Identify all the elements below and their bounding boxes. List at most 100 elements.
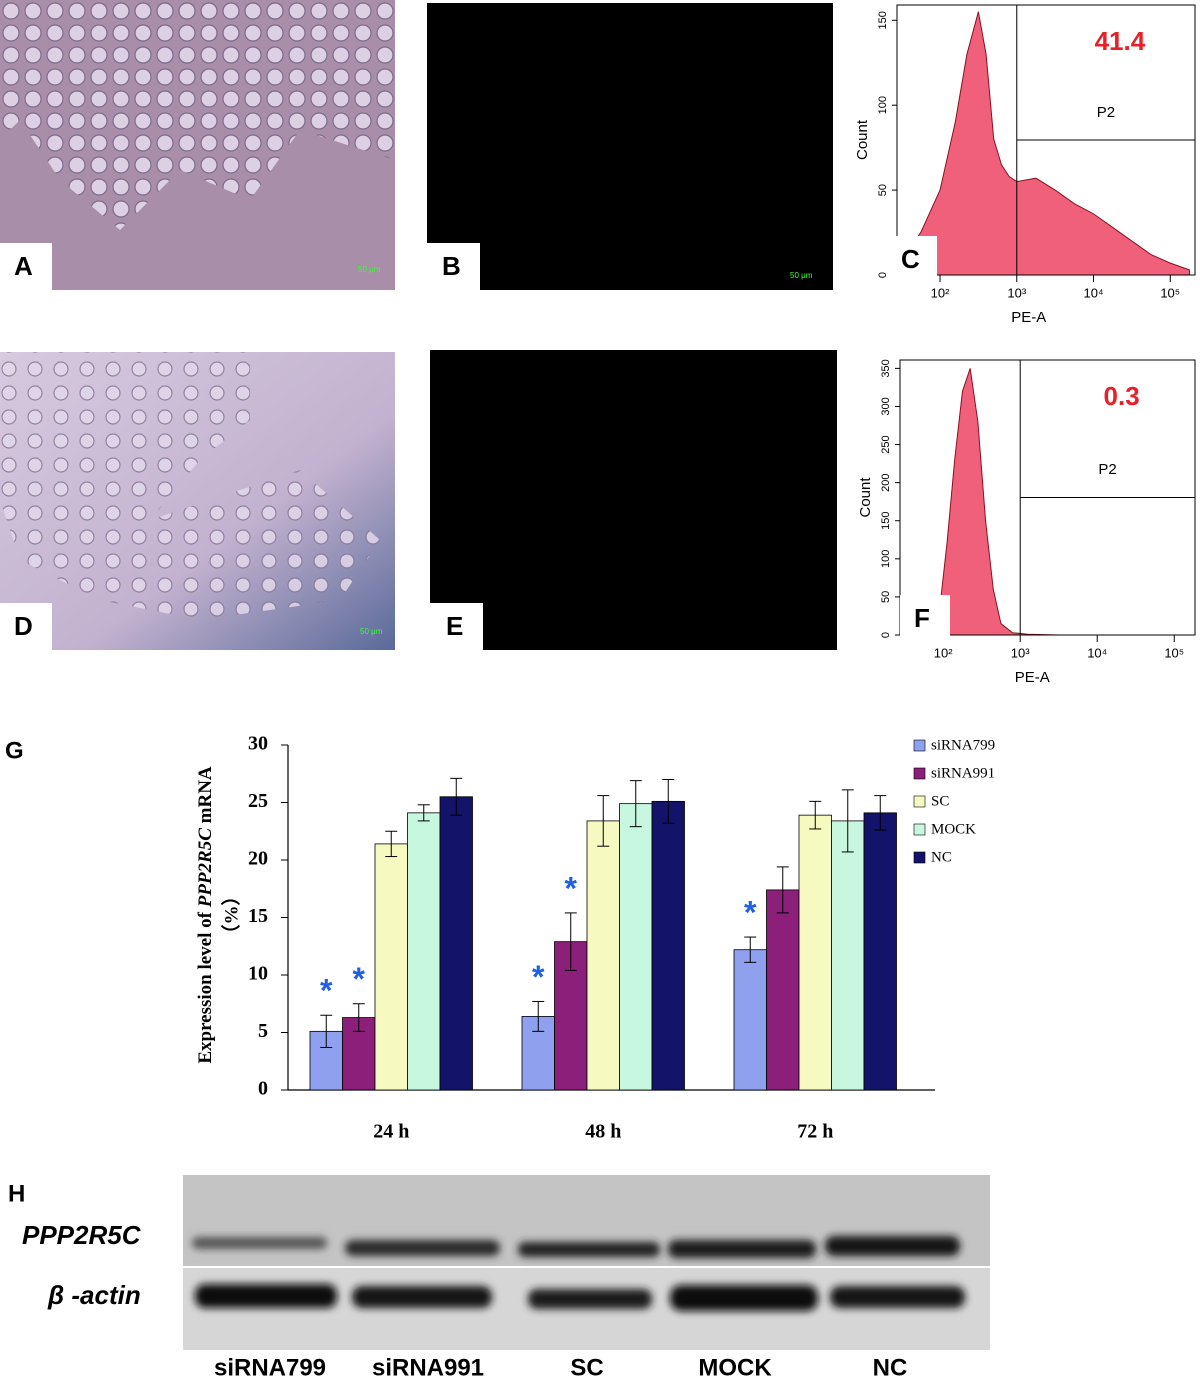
- y-tick-label: 20: [248, 848, 268, 870]
- panel-label-box: [427, 243, 480, 290]
- panel-label-box: [430, 603, 483, 650]
- scale-bar-label: 50 μm: [790, 271, 813, 280]
- y-axis-label: Count: [854, 119, 871, 160]
- bar: [766, 889, 800, 1091]
- y-tick-label: 5: [258, 1020, 268, 1042]
- y-tick-label: 100: [880, 550, 892, 568]
- y-axis-label: Count: [857, 477, 874, 518]
- panel-label-box: [900, 595, 950, 645]
- y-tick-label: 150: [880, 512, 892, 530]
- legend-swatch: [913, 795, 926, 808]
- x-tick-label: 10²: [931, 285, 950, 300]
- legend-label: NC: [931, 849, 952, 865]
- bar: [374, 843, 408, 1091]
- band: [195, 1284, 337, 1308]
- cell-cluster: [0, 352, 380, 620]
- fluorescence-image: [430, 350, 837, 650]
- histogram-area: [901, 11, 1190, 276]
- band: [345, 1240, 500, 1256]
- lane-label: MOCK: [698, 1354, 772, 1381]
- panel-label: H: [8, 1180, 25, 1207]
- y-tick-label: 50: [877, 184, 889, 196]
- panel-label: A: [14, 251, 33, 281]
- blot-bands: [192, 1236, 965, 1311]
- significance-marker: *: [353, 961, 366, 997]
- gate-name: P2: [1097, 104, 1115, 121]
- legend-swatch: [913, 739, 926, 752]
- bar: [619, 803, 653, 1091]
- y-axis-label: （%）: [219, 886, 242, 943]
- lane-label: SC: [570, 1354, 603, 1381]
- legend-label: SC: [931, 793, 949, 809]
- band: [192, 1237, 327, 1249]
- band: [528, 1289, 652, 1309]
- x-tick-label: 10⁴: [1087, 645, 1107, 660]
- lane-label: NC: [873, 1354, 908, 1381]
- x-tick-label: 10⁴: [1084, 285, 1104, 300]
- band: [670, 1285, 818, 1311]
- y-axis-label: Expression level of PPP2R5C mRNA: [195, 766, 216, 1064]
- blot-row-label: β -actin: [47, 1280, 141, 1310]
- legend-swatch: [913, 823, 926, 836]
- x-tick-label: 10⁵: [1160, 285, 1180, 300]
- panel-label-box: [0, 603, 52, 650]
- lane-label: siRNA799: [214, 1354, 326, 1381]
- x-tick-label: 10³: [1007, 285, 1026, 300]
- panel-label-box: [887, 236, 937, 286]
- scale-bar-label: 50 μm: [360, 627, 383, 636]
- y-tick-label: 0: [258, 1078, 268, 1100]
- panel-label: B: [442, 251, 461, 281]
- lane-label: siRNA991: [372, 1354, 484, 1381]
- y-tick-label: 250: [880, 435, 892, 453]
- band: [352, 1286, 492, 1308]
- bar: [407, 812, 441, 1091]
- band: [825, 1236, 960, 1256]
- gate-percent: 0.3: [1104, 381, 1140, 411]
- gate-percent: 41.4: [1095, 26, 1146, 56]
- x-axis-label: PE-A: [1015, 669, 1050, 686]
- gate-name: P2: [1098, 461, 1116, 478]
- histogram-area: [931, 368, 1059, 636]
- y-tick-label: 15: [248, 905, 268, 927]
- x-tick-label: 24 h: [373, 1121, 409, 1143]
- significance-marker: *: [320, 973, 333, 1009]
- y-tick-label: 150: [877, 11, 889, 29]
- y-tick-label: 100: [877, 96, 889, 114]
- bar: [733, 949, 767, 1091]
- significance-marker: *: [744, 895, 757, 931]
- legend-swatch: [913, 851, 926, 864]
- y-tick-label: 350: [880, 359, 892, 377]
- bar: [586, 820, 620, 1091]
- x-tick-label: 10³: [1011, 645, 1030, 660]
- fluorescence-image: [427, 3, 833, 290]
- y-tick-label: 300: [880, 397, 892, 415]
- blot-row-label: PPP2R5C: [22, 1220, 142, 1250]
- y-tick-label: 0: [877, 272, 889, 278]
- bar: [651, 800, 685, 1091]
- y-axis-label-part: mRNA: [195, 766, 216, 828]
- y-tick-label: 10: [248, 963, 268, 985]
- significance-marker: *: [532, 959, 545, 995]
- bar: [439, 796, 473, 1091]
- panel-label: G: [5, 737, 24, 764]
- panel-label-box: [0, 243, 52, 290]
- y-tick-label: 30: [248, 733, 268, 755]
- band: [830, 1286, 965, 1308]
- y-axis-label-part: PPP2R5C: [195, 828, 216, 908]
- y-tick-label: 0: [880, 632, 892, 638]
- y-tick-label: 50: [880, 591, 892, 603]
- y-tick-label: 200: [880, 473, 892, 491]
- panel-label: E: [446, 611, 463, 641]
- bar: [798, 814, 832, 1091]
- legend-label: siRNA799: [931, 737, 995, 753]
- panel-label: D: [14, 611, 33, 641]
- cell-cluster: [100, 0, 300, 90]
- y-axis-label-part: Expression level of: [195, 907, 216, 1063]
- panel-label: C: [901, 244, 920, 274]
- legend-swatch: [913, 767, 926, 780]
- y-tick-label: 25: [248, 790, 268, 812]
- x-tick-label: 48 h: [585, 1121, 621, 1143]
- x-tick-label: 10⁵: [1164, 645, 1184, 660]
- legend-label: siRNA991: [931, 765, 995, 781]
